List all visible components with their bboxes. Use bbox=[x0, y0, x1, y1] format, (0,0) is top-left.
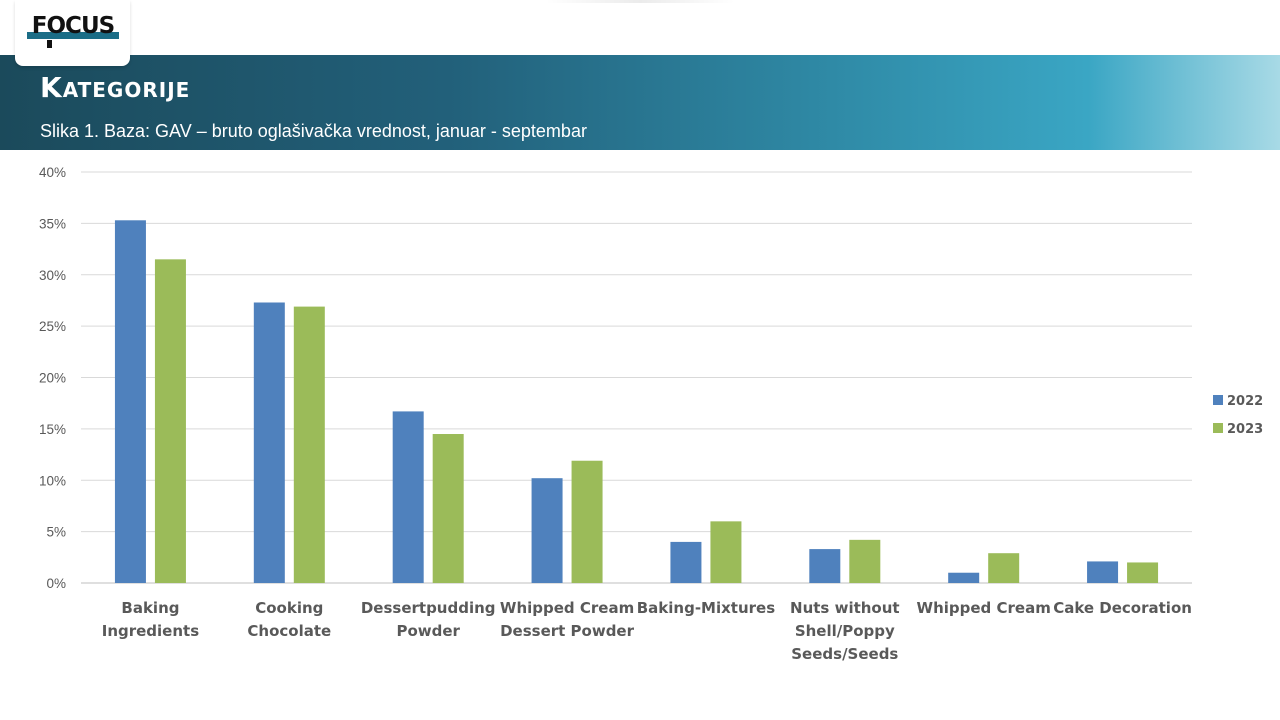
bar-2022 bbox=[809, 549, 841, 583]
y-tick-label: 10% bbox=[39, 473, 66, 488]
x-tick-label: Whipped Cream Dessert Powder bbox=[500, 599, 635, 640]
page-title: Kategorije bbox=[40, 71, 191, 104]
x-tick-label: Baking Ingredients bbox=[102, 599, 199, 640]
bar-2023 bbox=[1127, 562, 1159, 583]
x-tick-label: Dessertpudding Powder bbox=[361, 599, 496, 640]
x-tick-label: Baking-Mixtures bbox=[637, 599, 775, 617]
bar-2023 bbox=[849, 539, 881, 583]
page-subtitle: Slika 1. Baza: GAV – bruto oglašivačka v… bbox=[40, 121, 587, 141]
bar-2023 bbox=[432, 434, 464, 583]
bar-2023 bbox=[293, 306, 325, 583]
x-tick-label: Cooking Chocolate bbox=[247, 599, 331, 640]
bar-2023 bbox=[571, 460, 603, 583]
bar-2022 bbox=[253, 302, 285, 583]
page-header: Kategorije Slika 1. Baza: GAV – bruto og… bbox=[0, 55, 1280, 150]
legend-swatch bbox=[1213, 423, 1223, 433]
logo-text: FOCUS bbox=[32, 13, 114, 39]
bar-2023 bbox=[710, 521, 742, 583]
y-tick-label: 30% bbox=[39, 268, 66, 283]
bar-2023 bbox=[988, 553, 1020, 583]
bar-2022 bbox=[670, 541, 702, 583]
bar-2022 bbox=[531, 478, 563, 583]
legend-label: 2022 bbox=[1227, 394, 1263, 409]
y-tick-label: 20% bbox=[39, 371, 66, 386]
legend-swatch bbox=[1213, 395, 1223, 405]
bar-2022 bbox=[114, 220, 146, 583]
x-tick-label: Nuts without Shell/Poppy Seeds/Seeds bbox=[790, 599, 900, 663]
bar-2022 bbox=[392, 411, 424, 583]
y-tick-label: 15% bbox=[39, 422, 66, 437]
y-tick-label: 40% bbox=[39, 165, 66, 180]
focus-logo: FOCUS bbox=[15, 0, 130, 66]
bar-2022 bbox=[1087, 561, 1119, 583]
y-tick-label: 25% bbox=[39, 319, 66, 334]
bar-2023 bbox=[154, 259, 186, 583]
y-tick-label: 35% bbox=[39, 216, 66, 231]
y-tick-label: 0% bbox=[46, 576, 66, 591]
x-tick-label: Whipped Cream bbox=[917, 599, 1051, 617]
top-strip bbox=[0, 0, 1280, 55]
y-tick-label: 5% bbox=[46, 525, 66, 540]
top-divider bbox=[545, 0, 735, 3]
bar-2022 bbox=[948, 572, 980, 583]
x-tick-label: Cake Decoration bbox=[1053, 599, 1192, 617]
bar-chart: 0% 5% 10% 15% 20% 25% 30% 35% 40% Baking Ingredien… bbox=[39, 165, 1263, 663]
legend-label: 2023 bbox=[1227, 422, 1263, 437]
focus-logo-icon: FOCUS bbox=[27, 13, 119, 48]
